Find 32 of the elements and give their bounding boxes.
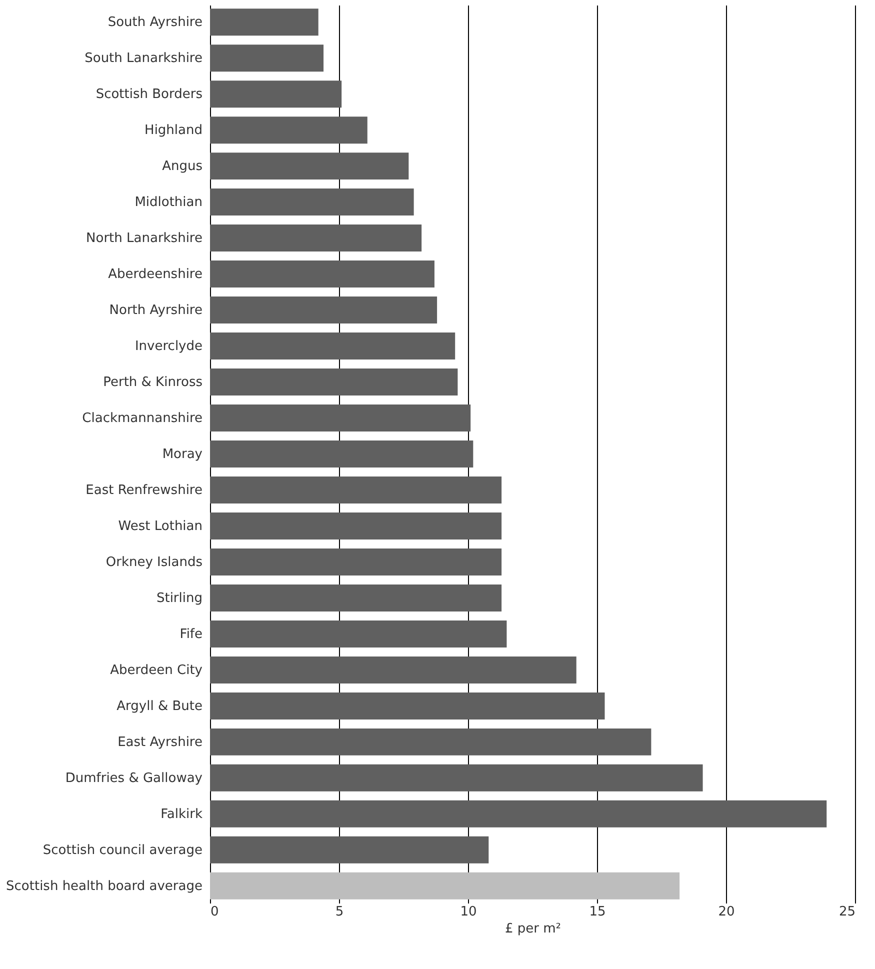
x-tick-label: 20: [718, 904, 735, 920]
y-tick-label: Argyll & Bute: [116, 698, 202, 714]
y-tick-label: West Lothian: [118, 518, 202, 534]
y-tick-label: Falkirk: [160, 806, 203, 822]
y-tick-label: Scottish council average: [42, 842, 202, 858]
y-tick-label: Aberdeen City: [110, 662, 203, 678]
x-tick-label: 5: [335, 904, 344, 920]
x-tick-label: 15: [589, 904, 606, 920]
x-tick-label: 10: [460, 904, 477, 920]
y-tick-label: Inverclyde: [134, 339, 202, 354]
y-tick-label: Perth & Kinross: [103, 375, 203, 390]
x-axis-title: £ per m²: [504, 922, 562, 936]
y-tick-label: Highland: [144, 123, 202, 138]
y-tick-label: North Lanarkshire: [86, 231, 202, 246]
y-tick-label: Midlothian: [134, 195, 202, 210]
y-tick-label: Aberdeenshire: [108, 267, 202, 282]
y-tick-label: Clackmannanshire: [82, 411, 202, 426]
y-tick-label: East Renfrewshire: [86, 482, 202, 498]
y-tick-label: North Ayrshire: [109, 303, 202, 318]
y-tick-label: Stirling: [156, 590, 202, 606]
y-tick-label: East Ayrshire: [118, 734, 202, 750]
y-tick-label: Moray: [162, 447, 203, 462]
y-tick-label: Dumfries & Galloway: [65, 770, 203, 786]
y-tick-label: South Lanarkshire: [84, 51, 202, 66]
y-tick-label: Fife: [180, 626, 202, 642]
x-tick-label: 0: [210, 904, 219, 920]
y-tick-label: Scottish health board average: [6, 878, 202, 894]
y-tick-label: Angus: [162, 159, 203, 174]
x-tick-label: 25: [838, 904, 856, 920]
y-tick-label: Orkney Islands: [106, 554, 203, 570]
y-tick-label: Scottish Borders: [96, 87, 203, 102]
y-tick-label: South Ayrshire: [108, 15, 202, 30]
